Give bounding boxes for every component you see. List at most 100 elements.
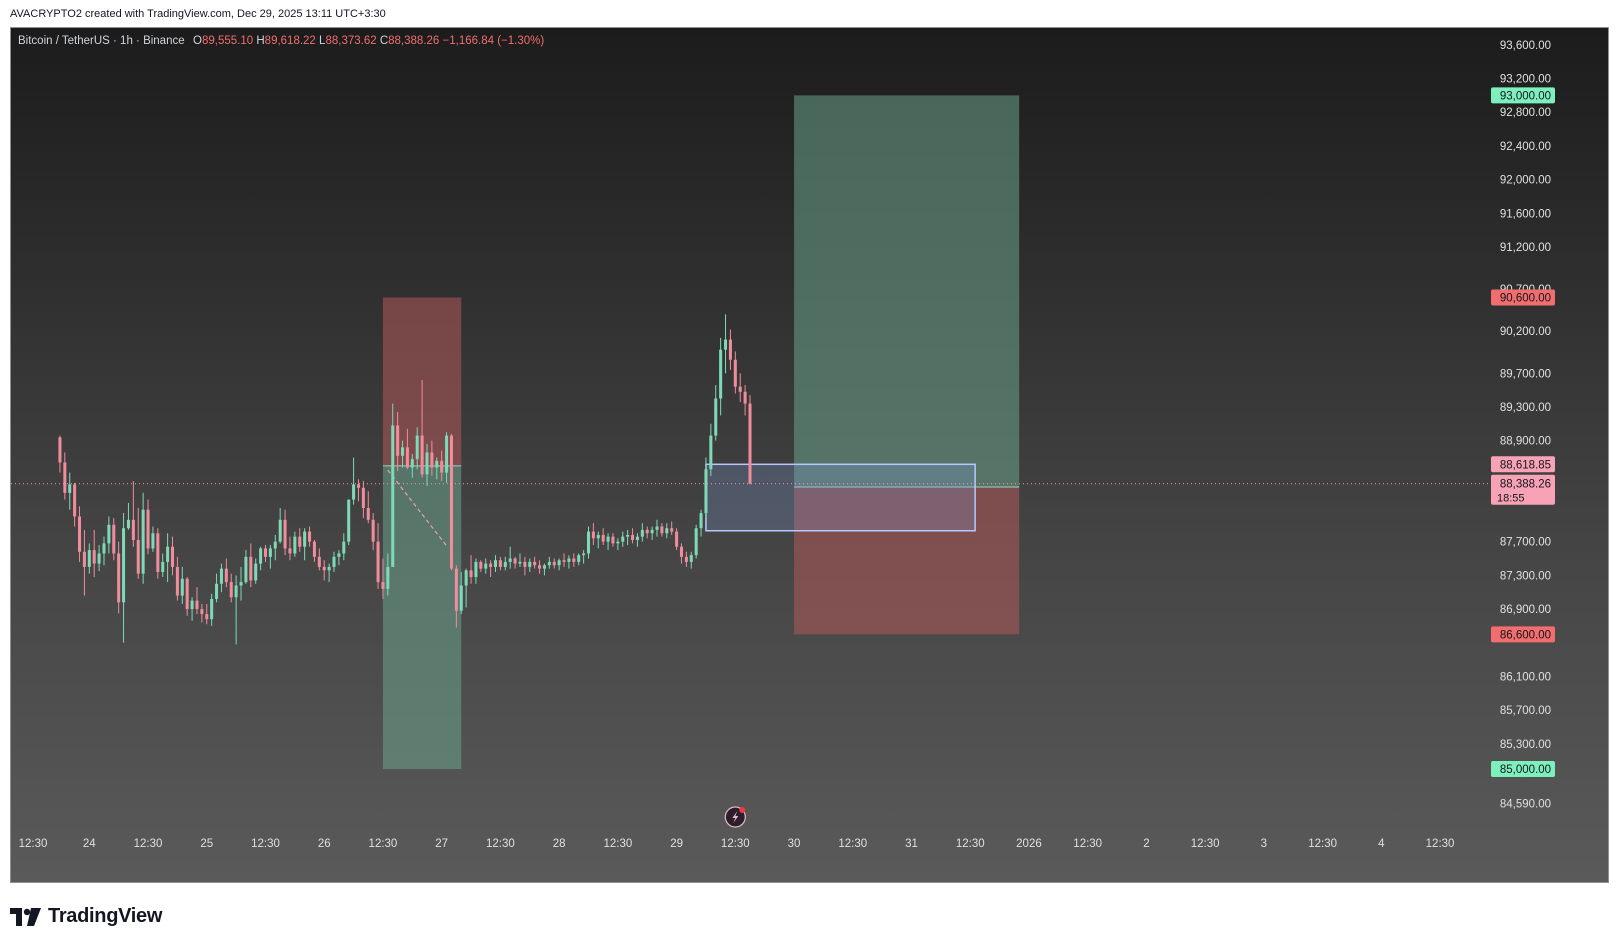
candle-body [263,548,268,557]
alert-icon-group[interactable] [724,806,746,828]
candle-body [278,519,282,542]
tradingview-logo-icon [10,907,41,926]
candle-body [327,566,331,571]
short-position-target-zone[interactable] [382,465,462,770]
long-position-stop-zone[interactable] [794,486,1020,635]
candle-body [136,540,140,574]
time-tick-label: 12:30 [1426,838,1455,850]
candle-body [68,484,72,493]
tradingview-logo[interactable]: TradingView [10,905,162,928]
candle-body [249,556,253,581]
current-price-label-text: 88,388.26 [1500,479,1551,491]
candle-body [670,528,674,532]
candle-body [640,529,644,537]
candle-body [215,583,219,599]
entry-zone-rectangle-group[interactable] [705,463,976,532]
price-label-bg [1491,289,1555,306]
price-label-text: 90,600.00 [1500,292,1551,304]
time-tick-label: 28 [553,838,566,850]
candlestick-chart[interactable]: 93,600.00 93,200.00 92,800.00 92,400.00 92,0… [11,28,1609,883]
candle-body [679,546,684,557]
candle-body [254,563,258,581]
candle-body [82,551,86,567]
candle-body [665,528,669,534]
candle-body [577,555,581,562]
candle-body [410,459,414,468]
candles [58,314,752,645]
candle-body [151,533,155,549]
candle-body [538,565,542,569]
time-tick-label: 31 [905,838,918,850]
candle-body [337,553,341,557]
candle-body [635,536,639,540]
alert-dot [739,807,746,813]
chart-panel[interactable]: 93,600.00 93,200.00 92,800.00 92,400.00 92,0… [10,27,1609,883]
candle-body [601,534,605,542]
candle-body [58,437,62,463]
candle-body [224,568,228,583]
candle-body [156,533,160,572]
time-tick-label: 25 [200,838,213,850]
candle-body [611,536,615,544]
candle-body [219,568,223,584]
candle-body [146,509,150,549]
time-tick-label: 12:30 [486,838,515,850]
candle-body [117,553,121,603]
time-tick-label: 12:30 [721,838,750,850]
candle-body [547,561,551,566]
trend-line[interactable] [387,469,448,547]
candle-body [567,558,571,562]
high-label: H [256,35,265,47]
candle-body [420,435,424,475]
candle-body [131,519,135,540]
candle-body [102,543,106,554]
candle-body [586,531,591,554]
candle-body [356,484,360,488]
candle-body [513,558,517,564]
price-tick-label: 92,800.00 [1500,107,1551,119]
candle-body [332,556,336,567]
candle-body [405,447,409,468]
candle-body [719,349,723,399]
entry-zone-rectangle[interactable] [705,463,976,532]
candle-body [190,600,194,610]
position-tools[interactable] [382,95,1020,770]
candle-body [63,462,67,493]
price-tick-label: 93,200.00 [1500,74,1551,86]
price-tick-label: 91,200.00 [1500,242,1551,254]
candle-body [552,561,556,566]
candle-body [675,531,679,547]
price-label-bg [1491,626,1555,643]
candle-body [200,609,204,615]
candle-body [298,536,302,547]
candle-body [748,403,752,484]
candle-body [518,561,522,564]
candle-body [87,550,91,567]
candle-body [626,534,630,537]
price-tick-label: 89,300.00 [1500,402,1551,414]
candle-body [493,560,498,567]
candle-body [489,563,493,567]
time-axis[interactable]: 12:30 24 12:30 25 12:30 26 12:30 27 12:30 28 12:30… [11,828,1609,850]
price-axis[interactable]: 93,600.00 93,200.00 92,800.00 92,400.00 92,0… [1500,40,1551,811]
candle-body [484,563,488,569]
price-tick-label: 92,000.00 [1500,175,1551,187]
candle-body [92,550,96,564]
candle-body [273,541,277,549]
candle-body [205,614,209,620]
candle-body [699,513,703,529]
price-label-bg [1491,456,1555,473]
price-axis-labels: 93,000.0090,600.0088,618.8588,343.6486,6… [1491,87,1555,778]
long-position-target-zone[interactable] [794,95,1020,487]
current-price-label-bg [1491,474,1555,505]
time-tick-label: 12:30 [19,838,48,850]
candle-body [582,553,586,556]
price-tick-label: 90,200.00 [1500,326,1551,338]
candle-body [743,391,747,404]
candle-body [170,546,175,567]
candle-body [161,561,165,572]
candle-body [684,556,688,562]
candle-body [508,558,512,562]
time-tick-label: 12:30 [369,838,398,850]
price-label-text: 86,600.00 [1500,629,1551,641]
